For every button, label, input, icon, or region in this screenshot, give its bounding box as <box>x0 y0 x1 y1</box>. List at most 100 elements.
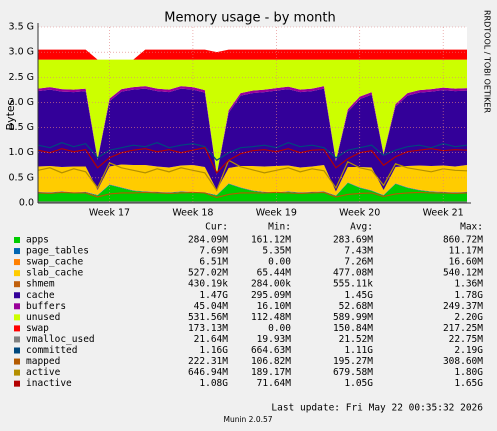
legend-value: 2.19G <box>454 345 483 356</box>
legend-swatch <box>14 292 20 299</box>
y-tick-label: 3.5 G <box>9 22 35 33</box>
x-tick-label: Week 20 <box>339 208 380 219</box>
legend-value: 45.04M <box>194 301 229 312</box>
x-tick-label: Week 19 <box>256 208 297 219</box>
legend-label: cache <box>26 290 55 301</box>
y-tick-label: 2.5 G <box>9 72 35 83</box>
legend-value: 0.00 <box>268 323 291 334</box>
legend-value: 295.09M <box>251 290 291 301</box>
legend-swatch <box>14 270 20 277</box>
legend-value: 161.12M <box>251 235 291 246</box>
legend-value: 1.36M <box>454 279 483 290</box>
legend-value: 1.47G <box>199 290 228 301</box>
legend-value: 1.65G <box>454 378 483 389</box>
legend-value: 6.51M <box>199 257 228 268</box>
legend-value: 19.93M <box>257 334 292 345</box>
legend-value: 531.56M <box>188 312 228 323</box>
legend-value: 7.69M <box>199 246 228 257</box>
legend-value: 16.60M <box>449 257 484 268</box>
legend-value: 555.11k <box>333 279 373 290</box>
legend-label: page_tables <box>26 246 89 257</box>
y-tick-label: 0.5 G <box>9 172 35 183</box>
legend-value: 1.45G <box>344 290 373 301</box>
legend-swatch <box>14 336 20 343</box>
legend-label: vmalloc_used <box>26 334 95 345</box>
legend-label: slab_cache <box>26 268 83 279</box>
legend-value: 1.05G <box>344 378 373 389</box>
legend-label: mapped <box>26 356 60 367</box>
legend-swatch <box>14 369 20 376</box>
legend-label: buffers <box>26 301 66 312</box>
legend: Cur: Min: Avg: Max: apps 284.09M 161.12M 283.69… <box>14 222 484 389</box>
legend-value: 173.13M <box>188 323 228 334</box>
legend-value: 1.08G <box>199 378 228 389</box>
legend-swatch <box>14 347 20 354</box>
legend-value: 860.72M <box>443 235 483 246</box>
x-tick-label: Week 18 <box>172 208 213 219</box>
legend-label: apps <box>26 235 49 246</box>
legend-swatch <box>14 325 20 332</box>
legend-value: 540.12M <box>443 268 483 279</box>
legend-value: 195.27M <box>333 356 373 367</box>
legend-value: 1.16G <box>199 345 228 356</box>
legend-swatch <box>14 314 20 321</box>
legend-value: 527.02M <box>188 268 228 279</box>
footer: Last update: Fri May 22 00:35:32 2026 <box>271 403 483 414</box>
legend-value: 679.58M <box>333 367 373 378</box>
y-tick-label: 3.0 G <box>9 47 35 58</box>
legend-value: 2.20G <box>454 312 483 323</box>
legend-value: 284.09M <box>188 235 228 246</box>
legend-label: swap_cache <box>26 257 83 268</box>
legend-header: Min: <box>268 222 291 233</box>
legend-value: 16.10M <box>257 301 292 312</box>
legend-value: 283.69M <box>333 235 373 246</box>
legend-value: 106.82M <box>251 356 291 367</box>
legend-value: 11.17M <box>449 246 484 257</box>
line <box>37 191 468 199</box>
legend-value: 222.31M <box>188 356 228 367</box>
y-axis-label: Bytes <box>4 99 17 130</box>
legend-value: 22.75M <box>449 334 484 345</box>
legend-value: 284.00k <box>251 279 291 290</box>
legend-value: 1.78G <box>454 290 483 301</box>
legend-header: Max: <box>460 222 483 233</box>
legend-value: 0.00 <box>268 257 291 268</box>
legend-value: 249.37M <box>443 301 483 312</box>
legend-value: 65.44M <box>257 268 292 279</box>
credit: Munin 2.0.57 <box>223 415 272 424</box>
legend-label: swap <box>26 323 49 334</box>
chart-title: Memory usage - by month <box>164 11 335 26</box>
legend-swatch <box>14 248 20 255</box>
legend-value: 1.80G <box>454 367 483 378</box>
legend-value: 1.11G <box>344 345 373 356</box>
legend-value: 150.84M <box>333 323 373 334</box>
legend-swatch <box>14 358 20 365</box>
legend-value: 21.52M <box>339 334 374 345</box>
legend-value: 5.35M <box>262 246 291 257</box>
legend-swatch <box>14 380 20 387</box>
legend-value: 189.17M <box>251 367 291 378</box>
y-tick-label: 1.0 G <box>9 147 35 158</box>
legend-value: 71.64M <box>257 378 292 389</box>
legend-swatch <box>14 281 20 288</box>
legend-value: 112.48M <box>251 312 291 323</box>
legend-value: 477.08M <box>333 268 373 279</box>
legend-label: committed <box>26 345 77 356</box>
legend-value: 7.26M <box>344 257 373 268</box>
line <box>37 147 468 174</box>
x-tick-label: Week 21 <box>423 208 464 219</box>
legend-label: inactive <box>26 378 72 389</box>
legend-value: 21.64M <box>194 334 229 345</box>
legend-swatch <box>14 303 20 310</box>
legend-value: 217.25M <box>443 323 483 334</box>
legend-value: 646.94M <box>188 367 228 378</box>
legend-value: 589.99M <box>333 312 373 323</box>
area <box>38 59 467 174</box>
plot: 0.0 0.5 G 1.0 G 1.5 G 2.0 G 2.5 G 3.0 G 3.5 G We… <box>9 22 471 219</box>
x-tick-label: Week 17 <box>89 208 130 219</box>
y-tick-label: 2.0 G <box>9 97 35 108</box>
legend-swatch <box>14 259 20 266</box>
legend-label: unused <box>26 312 60 323</box>
